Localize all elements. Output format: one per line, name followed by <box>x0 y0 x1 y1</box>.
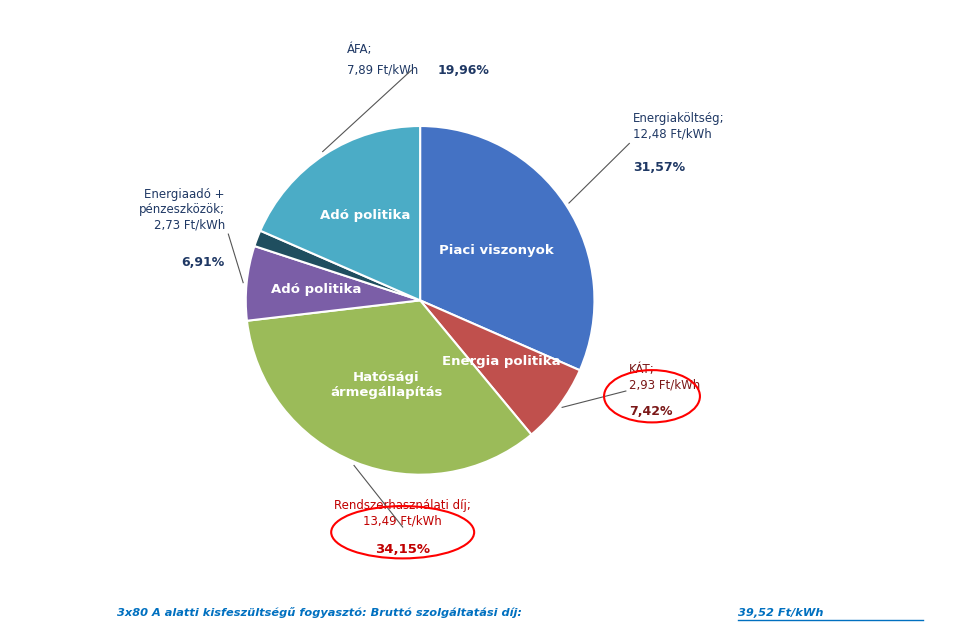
Text: Rendszerhasználati díj;
13,49 Ft/kWh: Rendszerhasználati díj; 13,49 Ft/kWh <box>334 499 471 527</box>
Text: 3x80 A alatti kisfeszültségű fogyasztó: Bruttó szolgáltatási díj:: 3x80 A alatti kisfeszültségű fogyasztó: … <box>117 607 527 618</box>
Text: 7,42%: 7,42% <box>629 405 673 418</box>
Text: Energia politika: Energia politika <box>442 354 560 368</box>
Text: 7,89 Ft/kWh: 7,89 Ft/kWh <box>347 63 418 77</box>
Wedge shape <box>260 126 420 301</box>
Text: Adó politika: Adó politika <box>271 283 361 297</box>
Text: 31,57%: 31,57% <box>633 161 685 174</box>
Text: 6,91%: 6,91% <box>182 256 225 269</box>
Text: Piaci viszonyok: Piaci viszonyok <box>439 244 553 257</box>
Text: 39,52 Ft/kWh: 39,52 Ft/kWh <box>738 608 824 618</box>
Wedge shape <box>420 126 594 370</box>
Text: 19,96%: 19,96% <box>438 63 489 77</box>
Wedge shape <box>247 301 531 475</box>
Text: 34,15%: 34,15% <box>375 543 430 556</box>
Wedge shape <box>420 301 579 434</box>
Text: Hatósági
ármegállapítás: Hatósági ármegállapítás <box>330 370 443 399</box>
Text: Energiaadó +
pénzeszközök;
2,73 Ft/kWh: Energiaadó + pénzeszközök; 2,73 Ft/kWh <box>139 188 225 231</box>
Text: Energiaköltség;
12,48 Ft/kWh: Energiaköltség; 12,48 Ft/kWh <box>633 112 724 140</box>
Wedge shape <box>254 231 420 301</box>
Text: Adó politika: Adó politika <box>319 209 410 223</box>
Wedge shape <box>246 246 420 321</box>
Text: ÁFA;: ÁFA; <box>347 42 372 56</box>
Text: KÁT;
2,93 Ft/kWh: KÁT; 2,93 Ft/kWh <box>629 363 701 391</box>
